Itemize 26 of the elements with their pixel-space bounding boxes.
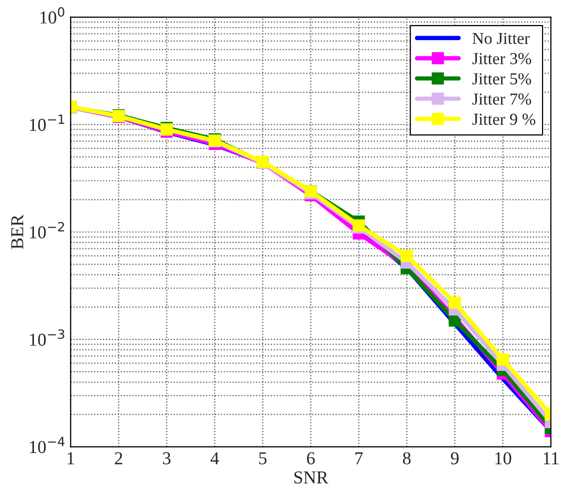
x-tick-label: 4	[210, 452, 219, 464]
x-tick-label: 5	[259, 452, 267, 464]
point	[496, 353, 509, 366]
x-tick-label: 7	[355, 452, 363, 464]
legend-label: Jitter 5%	[472, 73, 532, 85]
y-tick-label: 10$^{0}$	[40, 7, 64, 24]
y-tick-label: 10$^{−2}$	[30, 222, 64, 238]
x-tick-label: 6	[307, 452, 315, 464]
legend-label: Jitter 9 %	[472, 114, 536, 125]
point	[448, 296, 461, 309]
y-tick-label: 10$^{−4}$	[30, 436, 65, 454]
y-axis-title: BER	[11, 214, 24, 250]
legend-label: Jitter 3%	[472, 52, 532, 64]
x-tick-label: 3	[163, 452, 170, 464]
legend-label: No Jitter	[472, 32, 530, 44]
x-axis-title: SNR	[294, 471, 328, 484]
x-tick-label: 8	[402, 452, 411, 464]
x-tick-label: 10	[495, 452, 512, 464]
y-tick-label: 10$^{−3}$	[30, 329, 64, 346]
point	[400, 250, 413, 262]
x-tick-label: 2	[114, 452, 122, 464]
legend-label: Jitter 7%	[472, 93, 532, 105]
x-tick-label: 11	[544, 452, 558, 464]
y-tick-label: 10$^{−1}$	[30, 114, 64, 131]
x-tick-label: 1	[68, 452, 74, 464]
x-tick-label: 9	[450, 452, 459, 464]
